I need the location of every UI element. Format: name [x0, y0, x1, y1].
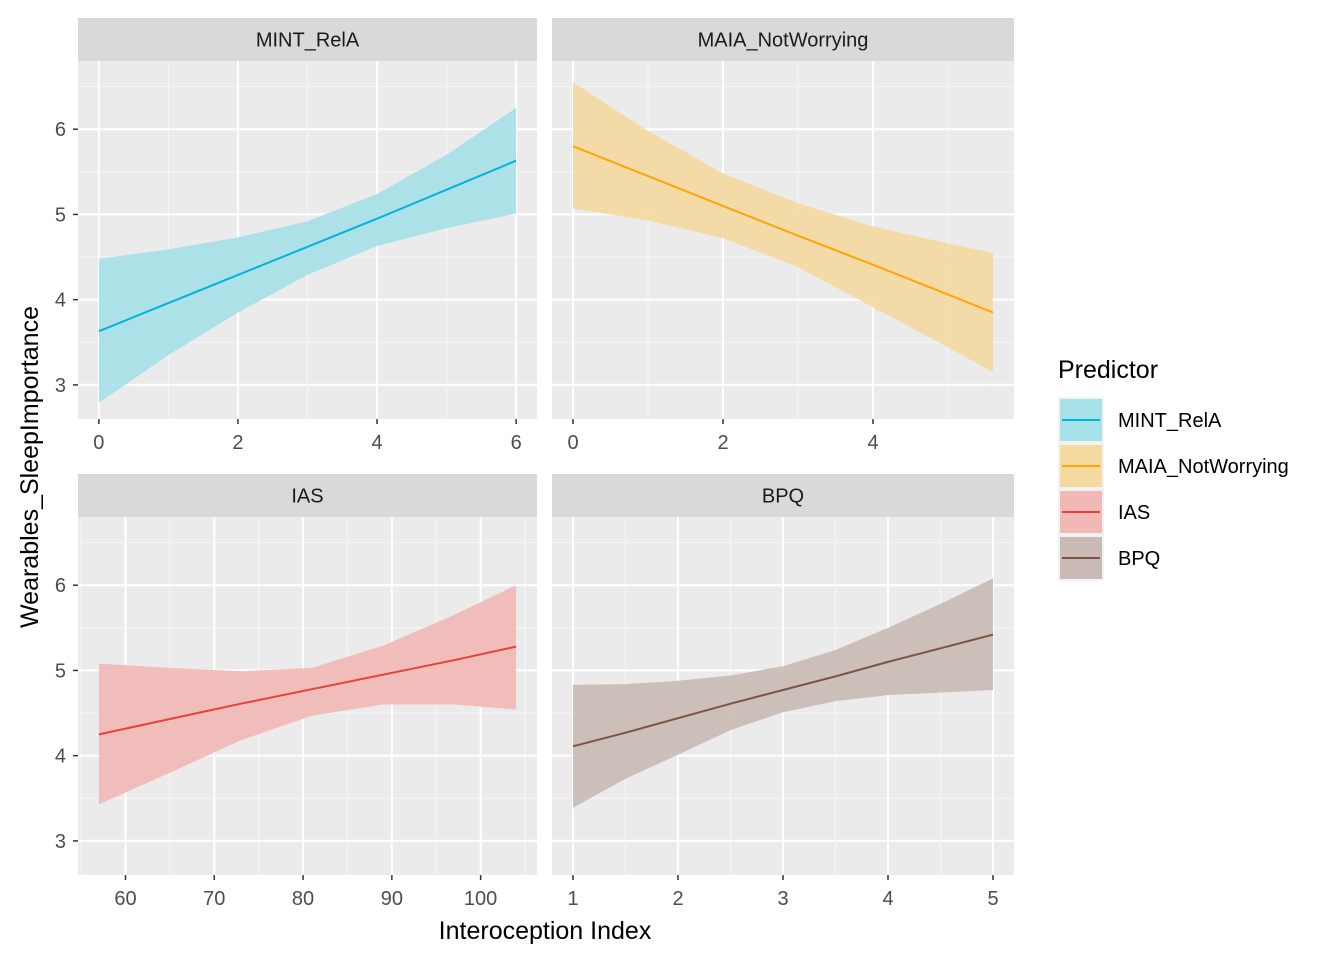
x-tick-label: 70: [203, 888, 225, 910]
x-tick-label: 2: [232, 432, 243, 454]
y-tick-label: 4: [55, 290, 66, 312]
x-tick-label: 100: [464, 888, 497, 910]
x-tick-label: 5: [987, 888, 998, 910]
y-tick-label: 3: [55, 831, 66, 853]
x-tick-label: 1: [567, 888, 578, 910]
legend-label-bpq: BPQ: [1118, 548, 1160, 570]
strip-mint-rela: [78, 18, 537, 61]
x-tick-label: 0: [567, 432, 578, 454]
panel-mint-rela: MINT_RelA 0 2 4 6 3 4 5 6: [55, 18, 537, 454]
legend-label-maia-notworrying: MAIA_NotWorrying: [1118, 456, 1289, 478]
panel-bpq: BPQ 1 2 3 4 5: [552, 474, 1014, 910]
ribbon-bpq: [573, 578, 993, 808]
y-tick-label: 6: [55, 119, 66, 141]
x-tick-label: 0: [93, 432, 104, 454]
fit-line-maia-notworrying: [572, 145, 994, 314]
strip-maia-notworrying: [552, 18, 1014, 61]
y-tick-label: 6: [55, 575, 66, 597]
x-tick-label: 60: [114, 888, 136, 910]
strip-label-ias: IAS: [291, 486, 323, 508]
x-tick-label: 80: [292, 888, 314, 910]
legend-label-ias: IAS: [1118, 502, 1150, 524]
x-tick-label: 3: [777, 888, 788, 910]
strip-label-bpq: BPQ: [762, 486, 804, 508]
panels-group: MINT_RelA 0 2 4 6 3 4 5 6 MAIA_NotWorrying 0 2 4 IAS 6…: [55, 18, 1014, 910]
y-tick-label: 5: [55, 660, 66, 682]
legend-title: Predictor: [1058, 356, 1158, 384]
strip-ias: [78, 474, 537, 517]
x-tick-label: 90: [381, 888, 403, 910]
strip-label-mint-rela: MINT_RelA: [256, 30, 360, 52]
fit-line-bpq: [572, 633, 994, 748]
fit-line-mint-rela: [98, 159, 517, 333]
x-tick-label: 4: [867, 432, 878, 454]
y-tick-label: 4: [55, 746, 66, 768]
y-tick-label: 5: [55, 204, 66, 226]
x-axis-title: Interoception Index: [439, 917, 652, 945]
panel-maia-notworrying: MAIA_NotWorrying 0 2 4: [552, 18, 1014, 454]
x-tick-label: 6: [511, 432, 522, 454]
y-tick-label: 3: [55, 375, 66, 397]
x-tick-label: 2: [672, 888, 683, 910]
x-tick-label: 2: [717, 432, 728, 454]
legend: Predictor MINT_RelA MAIA_NotWorrying IAS BP…: [1058, 356, 1289, 581]
legend-label-mint-rela: MINT_RelA: [1118, 410, 1222, 432]
y-axis-title: Wearables_SleepImportance: [16, 306, 44, 628]
x-tick-label: 4: [371, 432, 382, 454]
panel-ias: IAS 60 70 80 90 100 3 4 5 6: [55, 474, 537, 910]
strip-label-maia-notworrying: MAIA_NotWorrying: [698, 30, 869, 52]
ribbon-mint-rela: [98, 107, 517, 403]
ribbon-ias: [98, 585, 517, 805]
strip-bpq: [552, 474, 1014, 517]
x-tick-label: 4: [882, 888, 893, 910]
fit-line-ias: [98, 645, 517, 736]
ribbon-maia-notworrying: [573, 82, 993, 373]
